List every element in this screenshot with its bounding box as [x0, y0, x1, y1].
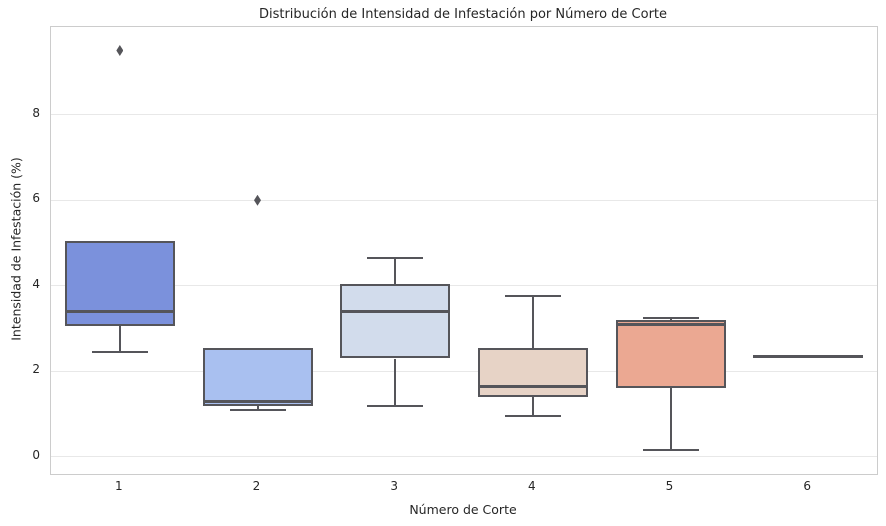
- upper-whisker: [669, 317, 672, 320]
- lower-whisker: [256, 405, 259, 410]
- median-line: [477, 385, 588, 388]
- upper-whisker-cap: [642, 316, 699, 319]
- lower-whisker: [118, 326, 121, 353]
- y-gridline: [51, 370, 877, 372]
- lower-whisker-cap: [91, 351, 148, 354]
- upper-whisker: [394, 257, 397, 284]
- lower-whisker: [669, 388, 672, 451]
- plot-area: [50, 26, 878, 475]
- y-tick-label: 2: [32, 362, 40, 377]
- x-tick-label: 6: [803, 479, 811, 493]
- y-tick-label: 6: [32, 191, 40, 206]
- median-line: [64, 310, 175, 313]
- y-gridline: [51, 456, 877, 458]
- x-tick-label: 1: [115, 479, 123, 493]
- x-tick-label: 5: [665, 479, 674, 493]
- lower-whisker-cap: [642, 449, 699, 452]
- lower-whisker: [531, 397, 534, 417]
- upper-whisker-cap: [367, 256, 424, 259]
- y-axis-label: Intensidad de Infestación (%): [8, 157, 24, 341]
- chart-title: Distribución de Intensidad de Infestació…: [258, 7, 668, 22]
- y-gridline: [51, 285, 877, 287]
- y-gridline: [51, 199, 877, 201]
- median-line: [615, 323, 726, 326]
- median-line: [202, 400, 313, 403]
- y-tick-label: 0: [32, 447, 40, 462]
- median-line: [753, 355, 864, 358]
- box: [477, 347, 588, 397]
- box: [202, 347, 313, 406]
- y-tick-label: 8: [32, 105, 40, 120]
- x-tick-label: 2: [252, 479, 261, 493]
- upper-whisker: [531, 296, 534, 348]
- x-tick-label: 4: [528, 479, 536, 493]
- x-tick-label: 3: [390, 479, 398, 493]
- box: [340, 283, 451, 359]
- x-axis-label: Número de Corte: [409, 502, 517, 517]
- outlier-marker: [116, 45, 124, 57]
- y-tick-label: 4: [32, 276, 40, 291]
- upper-whisker-cap: [504, 295, 561, 298]
- y-gridline: [51, 114, 877, 116]
- box: [615, 320, 726, 389]
- lower-whisker-cap: [504, 415, 561, 418]
- median-line: [340, 310, 451, 313]
- lower-whisker: [394, 358, 397, 406]
- box: [64, 240, 175, 327]
- lower-whisker-cap: [367, 404, 424, 407]
- lower-whisker-cap: [229, 408, 286, 411]
- outlier-marker: [254, 194, 261, 206]
